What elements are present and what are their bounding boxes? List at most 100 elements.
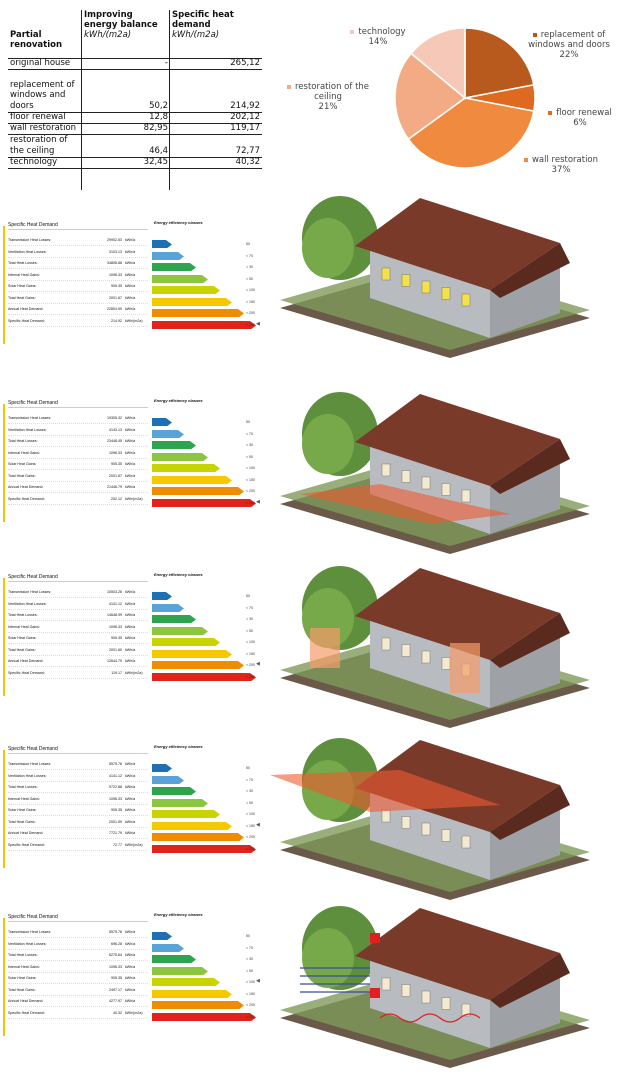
class-label: < 200 bbox=[246, 835, 255, 839]
panel-title: Specific Heat Demand bbox=[8, 574, 148, 582]
row-improving: 12,8 bbox=[149, 111, 168, 122]
class-label: > 200 bbox=[246, 1014, 255, 1019]
metric-value: 9722.88 bbox=[109, 785, 122, 789]
metric-label: Transmission Heat Losses: bbox=[8, 590, 52, 594]
metric-row: Total Heat Losses: 34806.66 kWh/a bbox=[8, 259, 148, 269]
window-icon bbox=[461, 835, 471, 849]
pie-label-ceiling: restoration of the ceiling 21% bbox=[278, 82, 378, 112]
row-divider bbox=[8, 948, 148, 950]
metric-label: Ventilation Heat Losses: bbox=[8, 773, 47, 778]
class-label: < 150 bbox=[246, 477, 255, 482]
metric-value: 2497.17 bbox=[109, 987, 122, 992]
pie-label-text: restoration of the ceiling bbox=[294, 82, 370, 102]
metric-label: Solar Heat Gains: bbox=[8, 284, 37, 288]
metric-label: Ventilation Heat Losses: bbox=[8, 249, 47, 254]
metric-row: Transmission Heat Losses: 5579.76 kWh/a bbox=[8, 928, 148, 938]
class-label: < 50 bbox=[246, 454, 253, 459]
metric-row: Total Heat Losses: 6275.64 kWh/a bbox=[8, 951, 148, 961]
metric-label: Total Heat Gains: bbox=[8, 473, 36, 478]
metric-value: 2001.67 bbox=[109, 295, 122, 300]
metric-row: Internal Heat Gains: 1096.33 kWh/a bbox=[8, 449, 148, 459]
pie-label-percent: 14% bbox=[368, 37, 388, 47]
roof-icon bbox=[490, 953, 570, 1008]
row-specific: 119,17 bbox=[230, 122, 260, 133]
metric-unit: kWh/a bbox=[125, 601, 136, 606]
roof-icon bbox=[490, 613, 570, 668]
class-label: < 50 bbox=[246, 968, 253, 973]
window-icon bbox=[381, 267, 391, 281]
metric-value: 202.12 bbox=[111, 496, 122, 501]
row-specific: 265,12 bbox=[230, 57, 260, 68]
house-illustration bbox=[280, 196, 590, 358]
efficiency-arrow-shape bbox=[152, 833, 244, 841]
metric-row: Total Heat Gains: 2001.67 kWh/a bbox=[8, 294, 148, 304]
efficiency-arrow bbox=[152, 251, 184, 260]
efficiency-arrow-shape bbox=[152, 955, 196, 963]
row-divider bbox=[8, 826, 148, 828]
metric-label: Ventilation Heat Losses: bbox=[8, 941, 47, 946]
metric-unit: kWh/a bbox=[125, 964, 136, 969]
metric-value: 905.35 bbox=[111, 284, 122, 288]
metric-row: Internal Heat Gains: 1096.33 kWh/a bbox=[8, 795, 148, 805]
efficiency-arrow bbox=[152, 498, 256, 507]
metric-row: Specific Heat Demand: 202.12 kWh/(m2a) bbox=[8, 495, 148, 505]
tree-icon bbox=[302, 414, 354, 474]
col3-unit: kWh/(m2a) bbox=[172, 30, 220, 40]
efficiency-arrow bbox=[152, 263, 196, 271]
efficiency-arrow bbox=[152, 821, 232, 830]
metric-unit: kWh/a bbox=[125, 450, 136, 455]
class-label: 50 bbox=[246, 420, 250, 424]
pie-label-percent: 22% bbox=[559, 50, 579, 60]
table-row: wall restoration 82,95 119,17 bbox=[8, 123, 262, 134]
classes-title: Energy efficiency classes bbox=[154, 572, 203, 577]
efficiency-arrow bbox=[152, 320, 256, 329]
class-label: < 50 bbox=[246, 800, 253, 805]
legend-swatch bbox=[548, 110, 553, 115]
efficiency-arrow-shape bbox=[152, 810, 220, 818]
efficiency-arrow bbox=[152, 626, 208, 635]
metric-value: 29902.53 bbox=[107, 238, 122, 242]
metric-value: 905.35 bbox=[111, 462, 122, 466]
metric-label: Specific Heat Demand: bbox=[8, 842, 45, 847]
window-icon bbox=[461, 293, 471, 307]
metric-label: Transmission Heat Losses: bbox=[8, 238, 52, 242]
energy-panel: Specific Heat Demand Energy efficiency cl… bbox=[0, 392, 621, 554]
efficiency-arrow-shape bbox=[152, 263, 196, 271]
metric-value: 12644.79 bbox=[107, 659, 122, 663]
metric-value: 119.17 bbox=[111, 670, 122, 675]
window-icon bbox=[401, 816, 411, 829]
efficiency-arrow bbox=[152, 297, 232, 306]
window-icon bbox=[441, 483, 451, 496]
class-label: < 200 bbox=[246, 663, 255, 667]
efficiency-arrow-shape bbox=[152, 672, 256, 681]
efficiency-arrow bbox=[152, 615, 196, 623]
metric-unit: kWh/a bbox=[125, 796, 136, 801]
metric-value: 696.28 bbox=[111, 941, 122, 946]
metric-row: Internal Heat Gains: 1096.33 kWh/a bbox=[8, 623, 148, 633]
metric-row: Annual Heat Demand: 4277.97 kWh/a bbox=[8, 997, 148, 1007]
metric-value: 1096.33 bbox=[109, 624, 122, 629]
roof-icon bbox=[355, 568, 560, 660]
metric-value: 72.77 bbox=[113, 842, 122, 847]
row-divider bbox=[8, 503, 148, 505]
metric-row: Ventilation Heat Losses: 4141.12 kWh/a bbox=[8, 600, 148, 610]
metric-unit: kWh/a bbox=[125, 462, 136, 466]
col1-header: Partial renovation bbox=[10, 30, 62, 50]
metric-row: Total Heat Gains: 2497.17 kWh/a bbox=[8, 986, 148, 996]
metric-row: Transmission Heat Losses: 19305.32 kWh/a bbox=[8, 414, 148, 424]
metric-unit: kWh/a bbox=[125, 295, 136, 300]
row-divider bbox=[8, 608, 148, 610]
class-indicator-icon: ◀ bbox=[256, 661, 260, 667]
metric-value: 2001.59 bbox=[109, 819, 122, 824]
ceiling-highlight-icon bbox=[270, 770, 500, 812]
window-icon bbox=[381, 463, 391, 477]
metric-value: 1096.33 bbox=[109, 272, 122, 277]
class-label: > 200 bbox=[246, 322, 255, 327]
window-icon bbox=[381, 977, 391, 991]
efficiency-arrow-shape bbox=[152, 498, 256, 507]
table-row: technology 32,45 40,32 bbox=[8, 157, 262, 169]
accent-bar bbox=[3, 226, 5, 344]
metric-label: Specific Heat Demand: bbox=[8, 318, 45, 323]
efficiency-arrow bbox=[152, 464, 220, 472]
summary-header: Partial renovation Improving energy bala… bbox=[8, 10, 262, 58]
